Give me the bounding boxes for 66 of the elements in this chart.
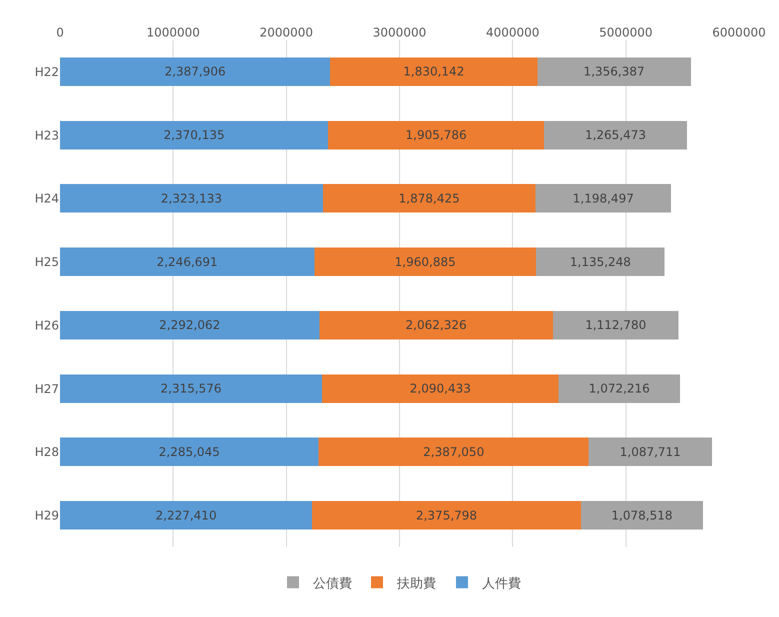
data-label: 2,090,433 [410,382,471,396]
bar [60,184,323,213]
y-tick-label: H26 [34,318,59,332]
x-tick-label: 0 [56,26,64,40]
y-tick-label: H23 [34,128,59,142]
x-tick-label: 6000000 [712,26,766,40]
bar [318,438,589,466]
bar [60,501,312,530]
x-tick-label: 5000000 [599,26,653,40]
bar [328,120,544,150]
data-label: 2,387,906 [164,64,226,79]
bar [558,374,680,403]
bar [60,374,322,403]
bar [60,310,320,340]
data-label: 2,246,691 [156,254,218,269]
bar [544,120,688,150]
data-label: 1,905,786 [406,128,467,142]
y-tick-label: H22 [34,64,59,79]
bar [60,57,330,86]
data-label: 1,078,518 [611,508,672,522]
data-label: 1,960,885 [394,254,456,269]
data-label: 1,265,473 [584,128,646,142]
bar [60,438,319,466]
y-tick-label: H27 [34,382,59,396]
data-label: 1,356,387 [584,64,645,79]
bar [312,501,581,530]
bar [322,374,559,403]
data-label: 2,375,798 [416,508,478,522]
x-tick-label: 1000000 [146,26,200,40]
data-label: 1,830,142 [403,64,464,79]
data-label: 2,285,045 [158,444,220,459]
data-label: 1,135,248 [570,254,631,269]
data-label: 2,387,050 [423,444,484,459]
bar [537,57,691,86]
bar [588,438,712,466]
legend-label: 人件費 [482,576,521,592]
bar [319,310,553,340]
data-label: 1,878,425 [398,191,460,206]
data-label: 2,315,576 [160,382,222,396]
x-tick-label: 2000000 [260,26,314,40]
bar [536,248,665,276]
bar [60,120,328,150]
x-tick-label: 4000000 [486,26,540,40]
data-label: 2,370,135 [164,128,225,142]
data-label: 2,062,326 [406,318,467,332]
legend-label: 扶助費 [396,576,436,592]
y-tick-label: H24 [34,192,59,206]
bar [330,57,538,86]
bar [60,248,314,276]
data-label: 2,292,062 [159,318,220,332]
bar [552,310,679,340]
x-tick-label: 3000000 [372,26,426,40]
data-label: 1,198,497 [572,191,634,206]
data-label: 1,112,780 [585,318,646,332]
y-tick-label: H28 [34,445,59,460]
bar [322,184,536,213]
y-tick-label: H25 [34,255,59,270]
legend-label: 公債費 [313,576,352,592]
bar [580,501,703,530]
data-label: 2,227,410 [155,508,217,522]
y-tick-label: H29 [34,508,59,523]
bar [535,184,672,213]
bar [314,248,536,276]
data-label: 2,323,133 [160,191,222,206]
data-label: 1,072,216 [588,382,650,396]
data-label: 1,087,711 [620,444,681,459]
